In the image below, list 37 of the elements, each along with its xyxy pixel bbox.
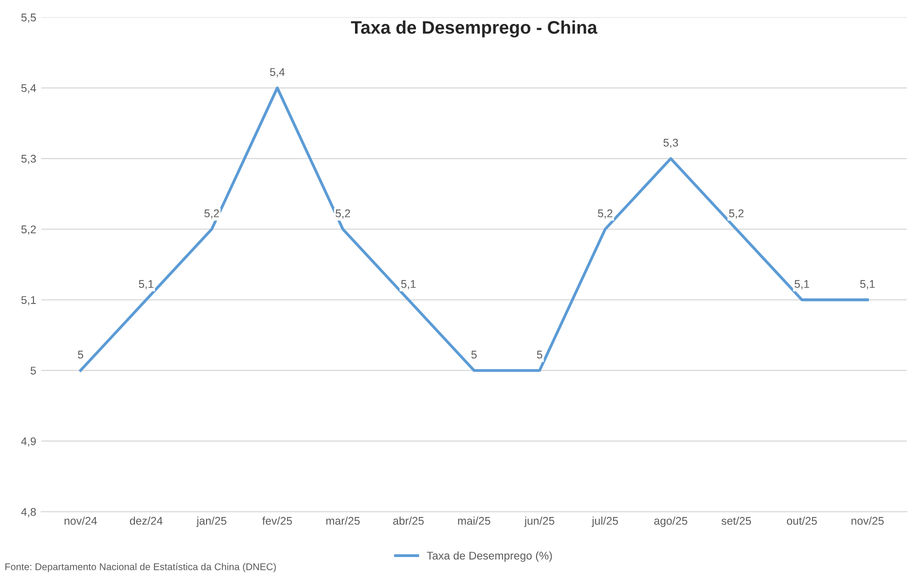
- source-note: Fonte: Departamento Nacional de Estatística da China (DNEC): [5, 562, 276, 572]
- y-tick-label: 4,9: [21, 437, 36, 447]
- x-tick-label: mar/25: [326, 516, 360, 525]
- y-tick-label: 5,4: [21, 84, 36, 94]
- chart-title: Taxa de Desemprego - China: [350, 20, 598, 38]
- text: 5,2: [598, 209, 612, 219]
- y-tick-label: 5,1: [21, 296, 36, 306]
- y-tick-label: 4,8: [21, 508, 36, 518]
- x-tick-label: dez/24: [130, 516, 162, 525]
- x-tick-label: abr/25: [393, 516, 424, 525]
- y-tick-label: 5: [30, 366, 36, 375]
- text: 5: [78, 350, 84, 359]
- y-tick-label: 5,3: [21, 154, 36, 164]
- x-tick-label: jun/25: [524, 516, 554, 527]
- x-tick-label: ago/25: [654, 516, 688, 527]
- text: 5,2: [204, 209, 219, 219]
- text: 5,1: [401, 280, 416, 290]
- legend-label: Taxa de Desemprego (%): [426, 551, 552, 562]
- x-tick-label: set/25: [722, 516, 752, 525]
- text: 5: [471, 350, 477, 359]
- x-tick-label: out/25: [786, 516, 817, 525]
- x-tick-label: mai/25: [458, 516, 490, 525]
- x-tick-label: nov/25: [852, 516, 884, 525]
- text: 5,1: [860, 280, 875, 290]
- text: 5,2: [336, 209, 350, 219]
- text: 5,4: [270, 68, 285, 78]
- text: 5,3: [663, 138, 678, 148]
- text: 5: [536, 350, 542, 359]
- text: 5,2: [729, 209, 744, 219]
- y-tick-label: 5,2: [21, 225, 36, 235]
- x-tick-label: jan/25: [196, 516, 226, 527]
- x-tick-label: fev/25: [262, 516, 292, 525]
- x-tick-label: jul/25: [592, 516, 618, 527]
- y-tick-label: 5,5: [21, 14, 36, 23]
- text: 5,1: [794, 280, 810, 290]
- x-tick-label: nov/24: [64, 516, 97, 525]
- text: 5,1: [138, 280, 154, 290]
